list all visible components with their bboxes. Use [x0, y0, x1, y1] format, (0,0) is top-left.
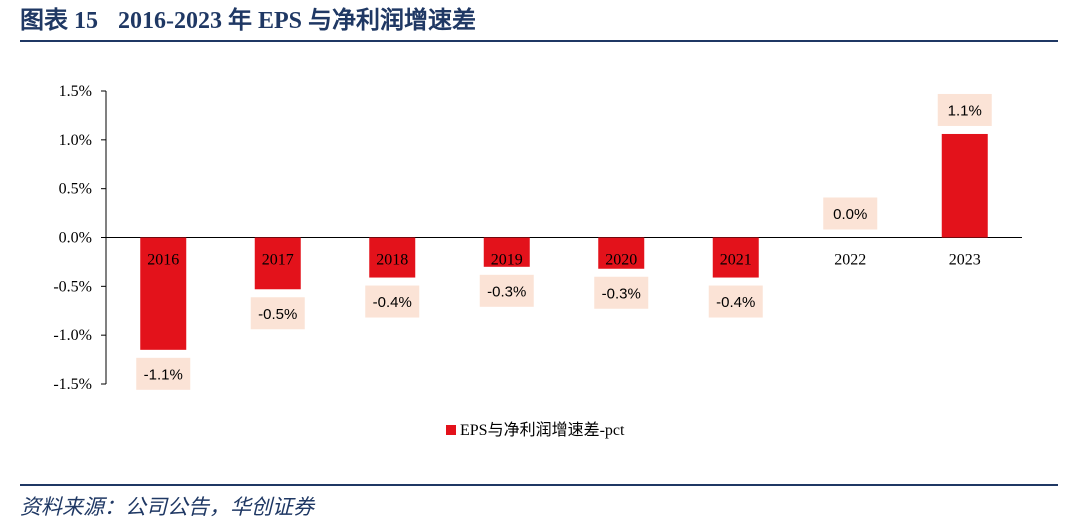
data-label-bg	[823, 197, 878, 230]
x-tick-label: 2020	[605, 252, 637, 269]
bar	[483, 237, 530, 267]
bar	[254, 237, 301, 290]
bar	[140, 237, 187, 350]
data-label: 0.0%	[833, 206, 867, 223]
data-label: -0.3%	[487, 283, 526, 300]
legend-swatch	[446, 425, 456, 435]
data-label: -0.4%	[373, 294, 412, 311]
title-rule	[20, 40, 1058, 42]
figure-label: 图表 15	[20, 8, 98, 34]
data-label-bg	[937, 93, 992, 126]
x-tick-label: 2021	[720, 252, 752, 269]
data-label: -0.3%	[602, 285, 641, 302]
bar	[712, 237, 759, 278]
y-tick-label: 0.0%	[59, 230, 92, 247]
bar	[369, 237, 416, 278]
x-tick-label: 2022	[834, 252, 866, 269]
y-tick-label: 0.5%	[59, 181, 92, 198]
data-label-bg	[708, 285, 763, 318]
data-label-bg	[594, 276, 649, 309]
legend-label: EPS与净利润增速差-pct	[460, 421, 625, 439]
data-label: -0.5%	[258, 306, 297, 323]
data-label-bg	[136, 357, 191, 390]
figure-title: 图表 15 2016-2023 年 EPS 与净利润增速差	[20, 4, 476, 38]
x-tick-label: 2023	[949, 252, 981, 269]
x-tick-label: 2017	[262, 252, 294, 269]
y-tick-label: 1.0%	[59, 132, 92, 149]
figure-title-text: 2016-2023 年 EPS 与净利润增速差	[118, 8, 477, 34]
source-note: 资料来源：公司公告，华创证券	[20, 495, 314, 519]
data-label: -1.1%	[144, 366, 183, 383]
y-tick-label: -1.5%	[53, 376, 92, 393]
data-label-bg	[250, 297, 305, 330]
data-label-bg	[365, 285, 420, 318]
footer-rule	[20, 484, 1058, 486]
x-tick-label: 2018	[376, 252, 408, 269]
data-label-bg	[479, 274, 534, 307]
y-tick-label: -1.0%	[53, 327, 92, 344]
chart: 1.5% 1.0% 0.5% 0.0% -0.5% -1.0% -1.5% 2016 -1.1%…	[0, 46, 1080, 476]
y-tick-label: -0.5%	[53, 278, 92, 295]
data-label: 1.1%	[948, 102, 982, 119]
x-tick-label: 2019	[491, 252, 523, 269]
bar	[941, 133, 988, 238]
x-tick-label: 2016	[147, 252, 179, 269]
y-tick-label: 1.5%	[59, 83, 92, 100]
bar-chart-svg: 1.5% 1.0% 0.5% 0.0% -0.5% -1.0% -1.5% 2016 -1.1%…	[53, 83, 1022, 439]
bar	[598, 237, 645, 269]
data-label: -0.4%	[716, 294, 755, 311]
